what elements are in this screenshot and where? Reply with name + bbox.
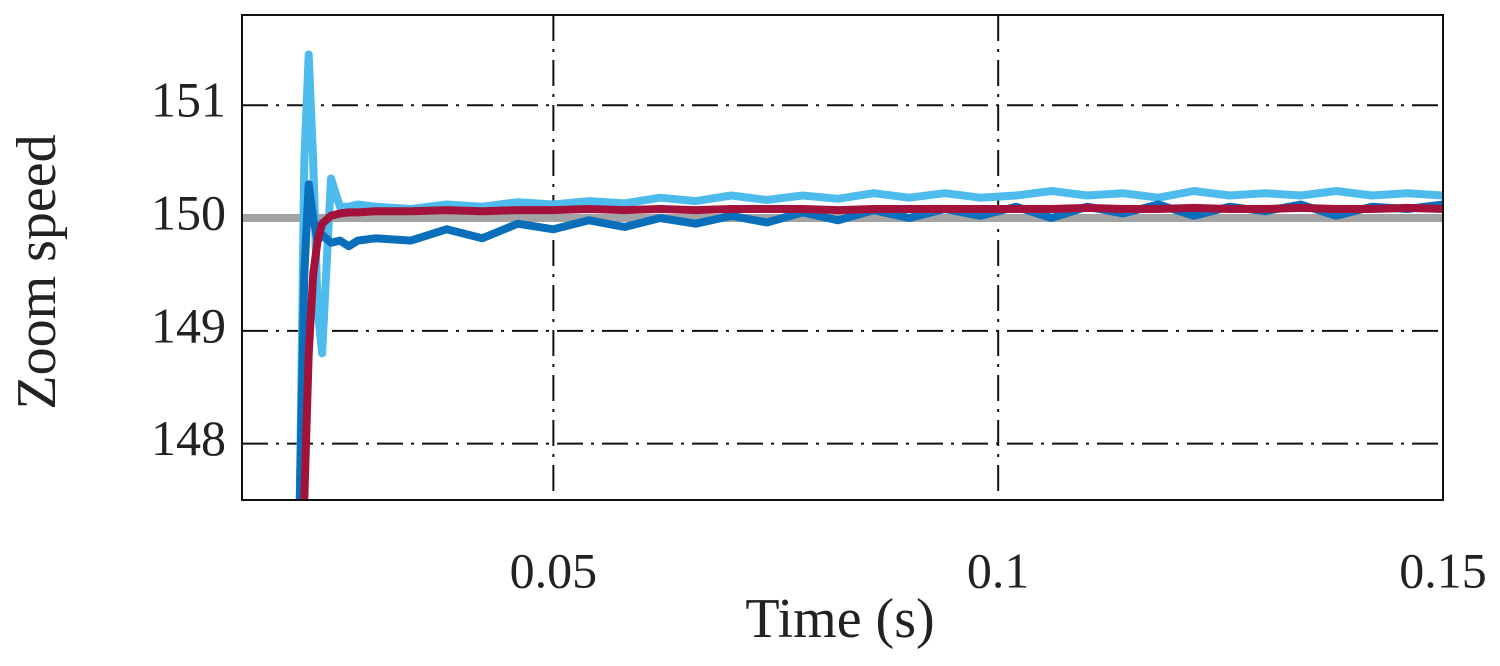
y-axis-label: Zoom speed [6, 134, 68, 409]
x-axis-label: Time (s) [745, 588, 934, 650]
x-tick-label: 0.15 [1399, 542, 1487, 598]
series-line [295, 50, 1443, 500]
series-line [300, 203, 1443, 500]
y-tick-label: 149 [151, 297, 226, 353]
x-tick-label: 0.1 [967, 542, 1030, 598]
y-tick-label: 150 [151, 184, 226, 240]
y-tick-label: 151 [151, 72, 226, 128]
series-line [295, 180, 1443, 500]
y-tick-label: 148 [151, 410, 226, 466]
plot-frame [241, 14, 1444, 501]
x-tick-label: 0.05 [510, 542, 598, 598]
